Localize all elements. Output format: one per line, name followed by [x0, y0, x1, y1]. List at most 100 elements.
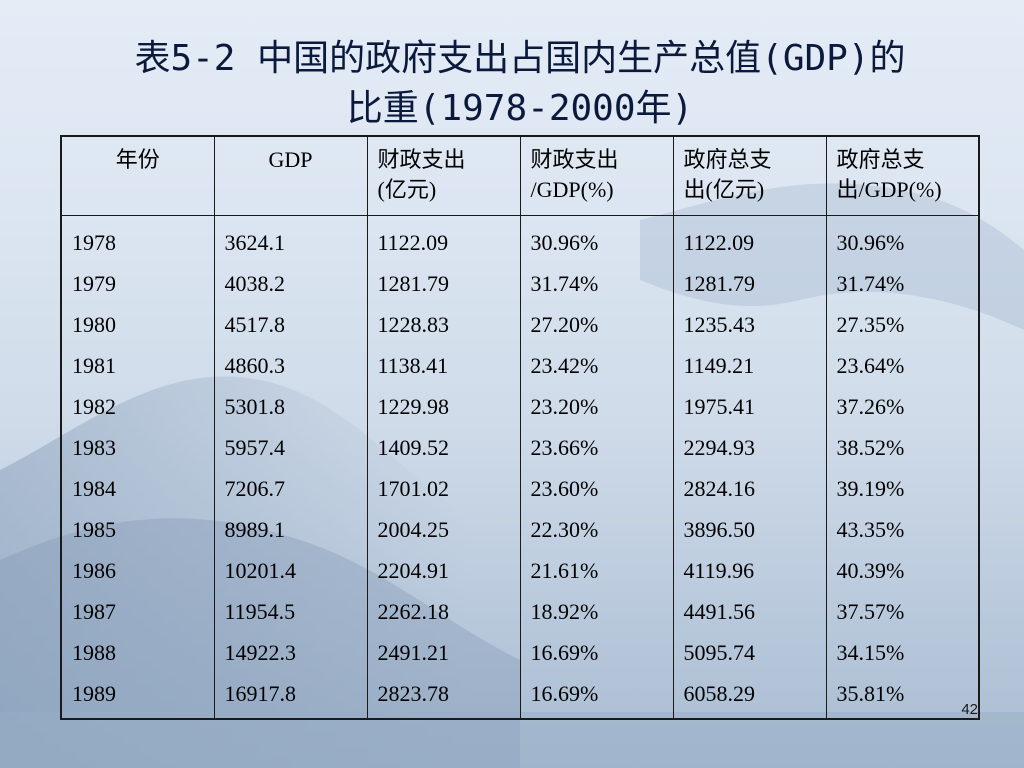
fiscal-expenditure-cell: 1701.02 [366, 468, 521, 509]
fiscal-ratio-cell: 16.69% [519, 673, 674, 719]
gov-total-cell: 1281.79 [672, 263, 827, 304]
gov-total-cell: 1122.09 [672, 215, 827, 263]
table-row: 1980 4517.8 1228.83 27.20% 1235.43 27.35% [60, 304, 980, 345]
year-cell: 1983 [60, 427, 215, 468]
gov-total-cell: 4491.56 [672, 591, 827, 632]
fiscal-ratio-cell: 21.61% [519, 550, 674, 591]
gdp-cell: 14922.3 [213, 632, 368, 673]
fiscal-ratio-cell: 30.96% [519, 215, 674, 263]
fiscal-ratio-cell: 27.20% [519, 304, 674, 345]
fiscal-expenditure-cell: 1409.52 [366, 427, 521, 468]
gov-total-cell: 1235.43 [672, 304, 827, 345]
table-row: 1986 10201.4 2204.91 21.61% 4119.96 40.39% [60, 550, 980, 591]
fiscal-expenditure-cell: 2262.18 [366, 591, 521, 632]
year-cell: 1978 [60, 215, 215, 263]
table-header: 年份 GDP 财政支出 (亿元) 财政支出/GDP(%) 政府总支 出(亿元) 政府… [60, 136, 980, 216]
header-gov-total-expenditure: 政府总支 出(亿元) [672, 136, 827, 216]
year-cell: 1980 [60, 304, 215, 345]
fiscal-expenditure-cell: 2491.21 [366, 632, 521, 673]
gov-total-cell: 6058.29 [672, 673, 827, 719]
gov-ratio-cell: 31.74% [825, 263, 980, 304]
year-cell: 1986 [60, 550, 215, 591]
title-line-1: 表5-2 中国的政府支出占国内生产总值(GDP)的 [134, 38, 906, 79]
fiscal-ratio-cell: 18.92% [519, 591, 674, 632]
year-cell: 1989 [60, 673, 215, 719]
gdp-cell: 7206.7 [213, 468, 368, 509]
gdp-cell: 10201.4 [213, 550, 368, 591]
gov-ratio-cell: 23.64% [825, 345, 980, 386]
fiscal-ratio-cell: 23.20% [519, 386, 674, 427]
header-label-line1: 财政支出 [530, 147, 619, 172]
header-row: 年份 GDP 财政支出 (亿元) 财政支出/GDP(%) 政府总支 出(亿元) 政府… [60, 136, 980, 216]
fiscal-ratio-cell: 23.42% [519, 345, 674, 386]
table-row: 1979 4038.2 1281.79 31.74% 1281.79 31.74% [60, 263, 980, 304]
header-label-line2: 出/GDP(%) [836, 177, 942, 202]
gov-ratio-cell: 35.81% [825, 673, 980, 719]
table-row: 1985 8989.1 2004.25 22.30% 3896.50 43.35% [60, 509, 980, 550]
gov-total-cell: 1975.41 [672, 386, 827, 427]
fiscal-expenditure-cell: 1228.83 [366, 304, 521, 345]
gdp-cell: 4860.3 [213, 345, 368, 386]
gdp-cell: 5957.4 [213, 427, 368, 468]
gov-ratio-cell: 30.96% [825, 215, 980, 263]
table-row: 1982 5301.8 1229.98 23.20% 1975.41 37.26% [60, 386, 980, 427]
table-row: 1989 16917.8 2823.78 16.69% 6058.29 35.81% [60, 673, 980, 719]
fiscal-ratio-cell: 23.60% [519, 468, 674, 509]
gov-total-cell: 1149.21 [672, 345, 827, 386]
table-row: 1983 5957.4 1409.52 23.66% 2294.93 38.52% [60, 427, 980, 468]
gov-total-cell: 5095.74 [672, 632, 827, 673]
header-year: 年份 [60, 136, 215, 216]
header-label-line1: 政府总支 [836, 147, 925, 172]
year-cell: 1985 [60, 509, 215, 550]
fiscal-ratio-cell: 23.66% [519, 427, 674, 468]
header-year-label: 年份 [115, 147, 160, 172]
year-cell: 1987 [60, 591, 215, 632]
year-cell: 1982 [60, 386, 215, 427]
gov-total-cell: 3896.50 [672, 509, 827, 550]
page-number: 42 [961, 701, 978, 718]
gov-ratio-cell: 40.39% [825, 550, 980, 591]
gdp-cell: 4517.8 [213, 304, 368, 345]
table-row: 1981 4860.3 1138.41 23.42% 1149.21 23.64% [60, 345, 980, 386]
header-label-line2: (亿元) [377, 177, 437, 202]
fiscal-expenditure-cell: 1138.41 [366, 345, 521, 386]
year-cell: 1984 [60, 468, 215, 509]
table-row: 1987 11954.5 2262.18 18.92% 4491.56 37.57% [60, 591, 980, 632]
gov-ratio-cell: 27.35% [825, 304, 980, 345]
gov-total-cell: 2824.16 [672, 468, 827, 509]
gov-ratio-cell: 39.19% [825, 468, 980, 509]
gdp-cell: 4038.2 [213, 263, 368, 304]
gdp-cell: 8989.1 [213, 509, 368, 550]
header-gdp: GDP [213, 136, 368, 216]
gdp-expenditure-table: 年份 GDP 财政支出 (亿元) 财政支出/GDP(%) 政府总支 出(亿元) 政府… [60, 135, 980, 720]
header-gdp-label: GDP [268, 147, 313, 172]
fiscal-expenditure-cell: 2823.78 [366, 673, 521, 719]
header-fiscal-expenditure: 财政支出 (亿元) [366, 136, 521, 216]
slide-title: 表5-2 中国的政府支出占国内生产总值(GDP)的 比重(1978-2000年) [40, 34, 1000, 134]
fiscal-expenditure-cell: 2004.25 [366, 509, 521, 550]
gov-ratio-cell: 43.35% [825, 509, 980, 550]
year-cell: 1988 [60, 632, 215, 673]
gov-total-cell: 4119.96 [672, 550, 827, 591]
fiscal-expenditure-cell: 1281.79 [366, 263, 521, 304]
gov-ratio-cell: 34.15% [825, 632, 980, 673]
fiscal-expenditure-cell: 1229.98 [366, 386, 521, 427]
gdp-cell: 3624.1 [213, 215, 368, 263]
header-gov-total-to-gdp: 政府总支出/GDP(%) [825, 136, 980, 216]
table-row: 1978 3624.1 1122.09 30.96% 1122.09 30.96% [60, 215, 980, 263]
gov-ratio-cell: 38.52% [825, 427, 980, 468]
fiscal-expenditure-cell: 2204.91 [366, 550, 521, 591]
header-label-line1: 财政支出 [377, 147, 466, 172]
header-fiscal-to-gdp: 财政支出/GDP(%) [519, 136, 674, 216]
table-body: 1978 3624.1 1122.09 30.96% 1122.09 30.96% 1979… [60, 215, 980, 719]
header-label-line2: 出(亿元) [683, 177, 765, 202]
gov-ratio-cell: 37.57% [825, 591, 980, 632]
gov-ratio-cell: 37.26% [825, 386, 980, 427]
gdp-cell: 5301.8 [213, 386, 368, 427]
fiscal-ratio-cell: 22.30% [519, 509, 674, 550]
fiscal-ratio-cell: 16.69% [519, 632, 674, 673]
title-line-2: 比重(1978-2000年) [346, 88, 694, 129]
year-cell: 1981 [60, 345, 215, 386]
table-row: 1984 7206.7 1701.02 23.60% 2824.16 39.19% [60, 468, 980, 509]
gov-total-cell: 2294.93 [672, 427, 827, 468]
